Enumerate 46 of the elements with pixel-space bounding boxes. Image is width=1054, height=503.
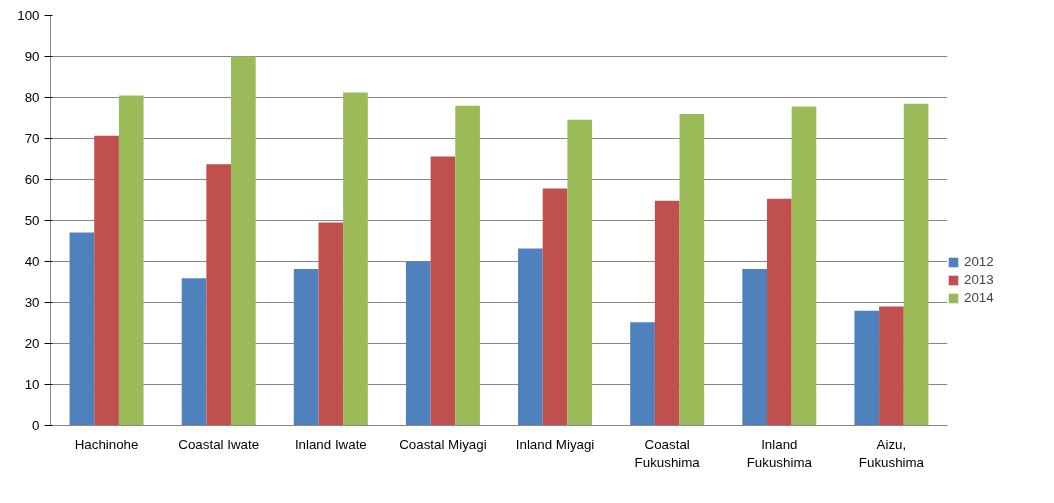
y-tick-label: 80 xyxy=(24,90,40,105)
y-tick-label: 90 xyxy=(24,49,40,64)
x-tick-label: Inland Fukushima xyxy=(746,436,813,470)
bar xyxy=(879,306,904,426)
x-tick-label: Inland Iwate xyxy=(294,436,367,452)
legend-label: 2012 xyxy=(964,254,994,269)
legend-label: 2013 xyxy=(964,272,994,287)
bar xyxy=(231,56,256,426)
bar xyxy=(654,200,680,426)
x-tick-label: Inland Miyagi xyxy=(515,436,595,452)
y-tick-label: 60 xyxy=(24,172,40,187)
bar xyxy=(542,188,568,426)
y-tick-label: 30 xyxy=(24,295,40,310)
y-tick-label: 40 xyxy=(24,254,40,269)
x-tick-label: Aizu, Fukushima xyxy=(858,436,925,470)
bar xyxy=(181,278,207,426)
bar xyxy=(630,322,655,426)
y-tick-label: 70 xyxy=(24,131,40,146)
bar xyxy=(69,232,95,426)
bar xyxy=(405,261,431,426)
bar xyxy=(766,198,792,426)
bar xyxy=(854,310,880,426)
bar xyxy=(206,164,232,426)
bar xyxy=(343,92,368,426)
x-tick-label: Coastal Miyagi xyxy=(399,436,487,452)
y-tick-label: 20 xyxy=(24,336,40,351)
bar xyxy=(293,268,319,426)
y-tick-label: 10 xyxy=(24,377,40,392)
x-tick-label: Coastal Fukushima xyxy=(634,436,701,470)
bar xyxy=(455,105,480,426)
bar xyxy=(791,106,817,426)
y-tick-label: 50 xyxy=(24,213,40,228)
bar xyxy=(430,156,456,426)
x-tick-label: Coastal Iwate xyxy=(178,436,260,452)
bar xyxy=(742,268,767,426)
x-tick-label: Hachinohe xyxy=(74,436,139,452)
bar xyxy=(94,135,119,426)
bar xyxy=(318,222,344,426)
y-tick-label: 100 xyxy=(17,8,40,23)
bar xyxy=(567,119,593,426)
bar xyxy=(903,103,929,426)
bar xyxy=(679,113,705,426)
bar xyxy=(518,248,543,426)
bar xyxy=(118,95,144,426)
y-tick-label: 0 xyxy=(32,418,40,433)
legend-label: 2014 xyxy=(964,290,994,305)
